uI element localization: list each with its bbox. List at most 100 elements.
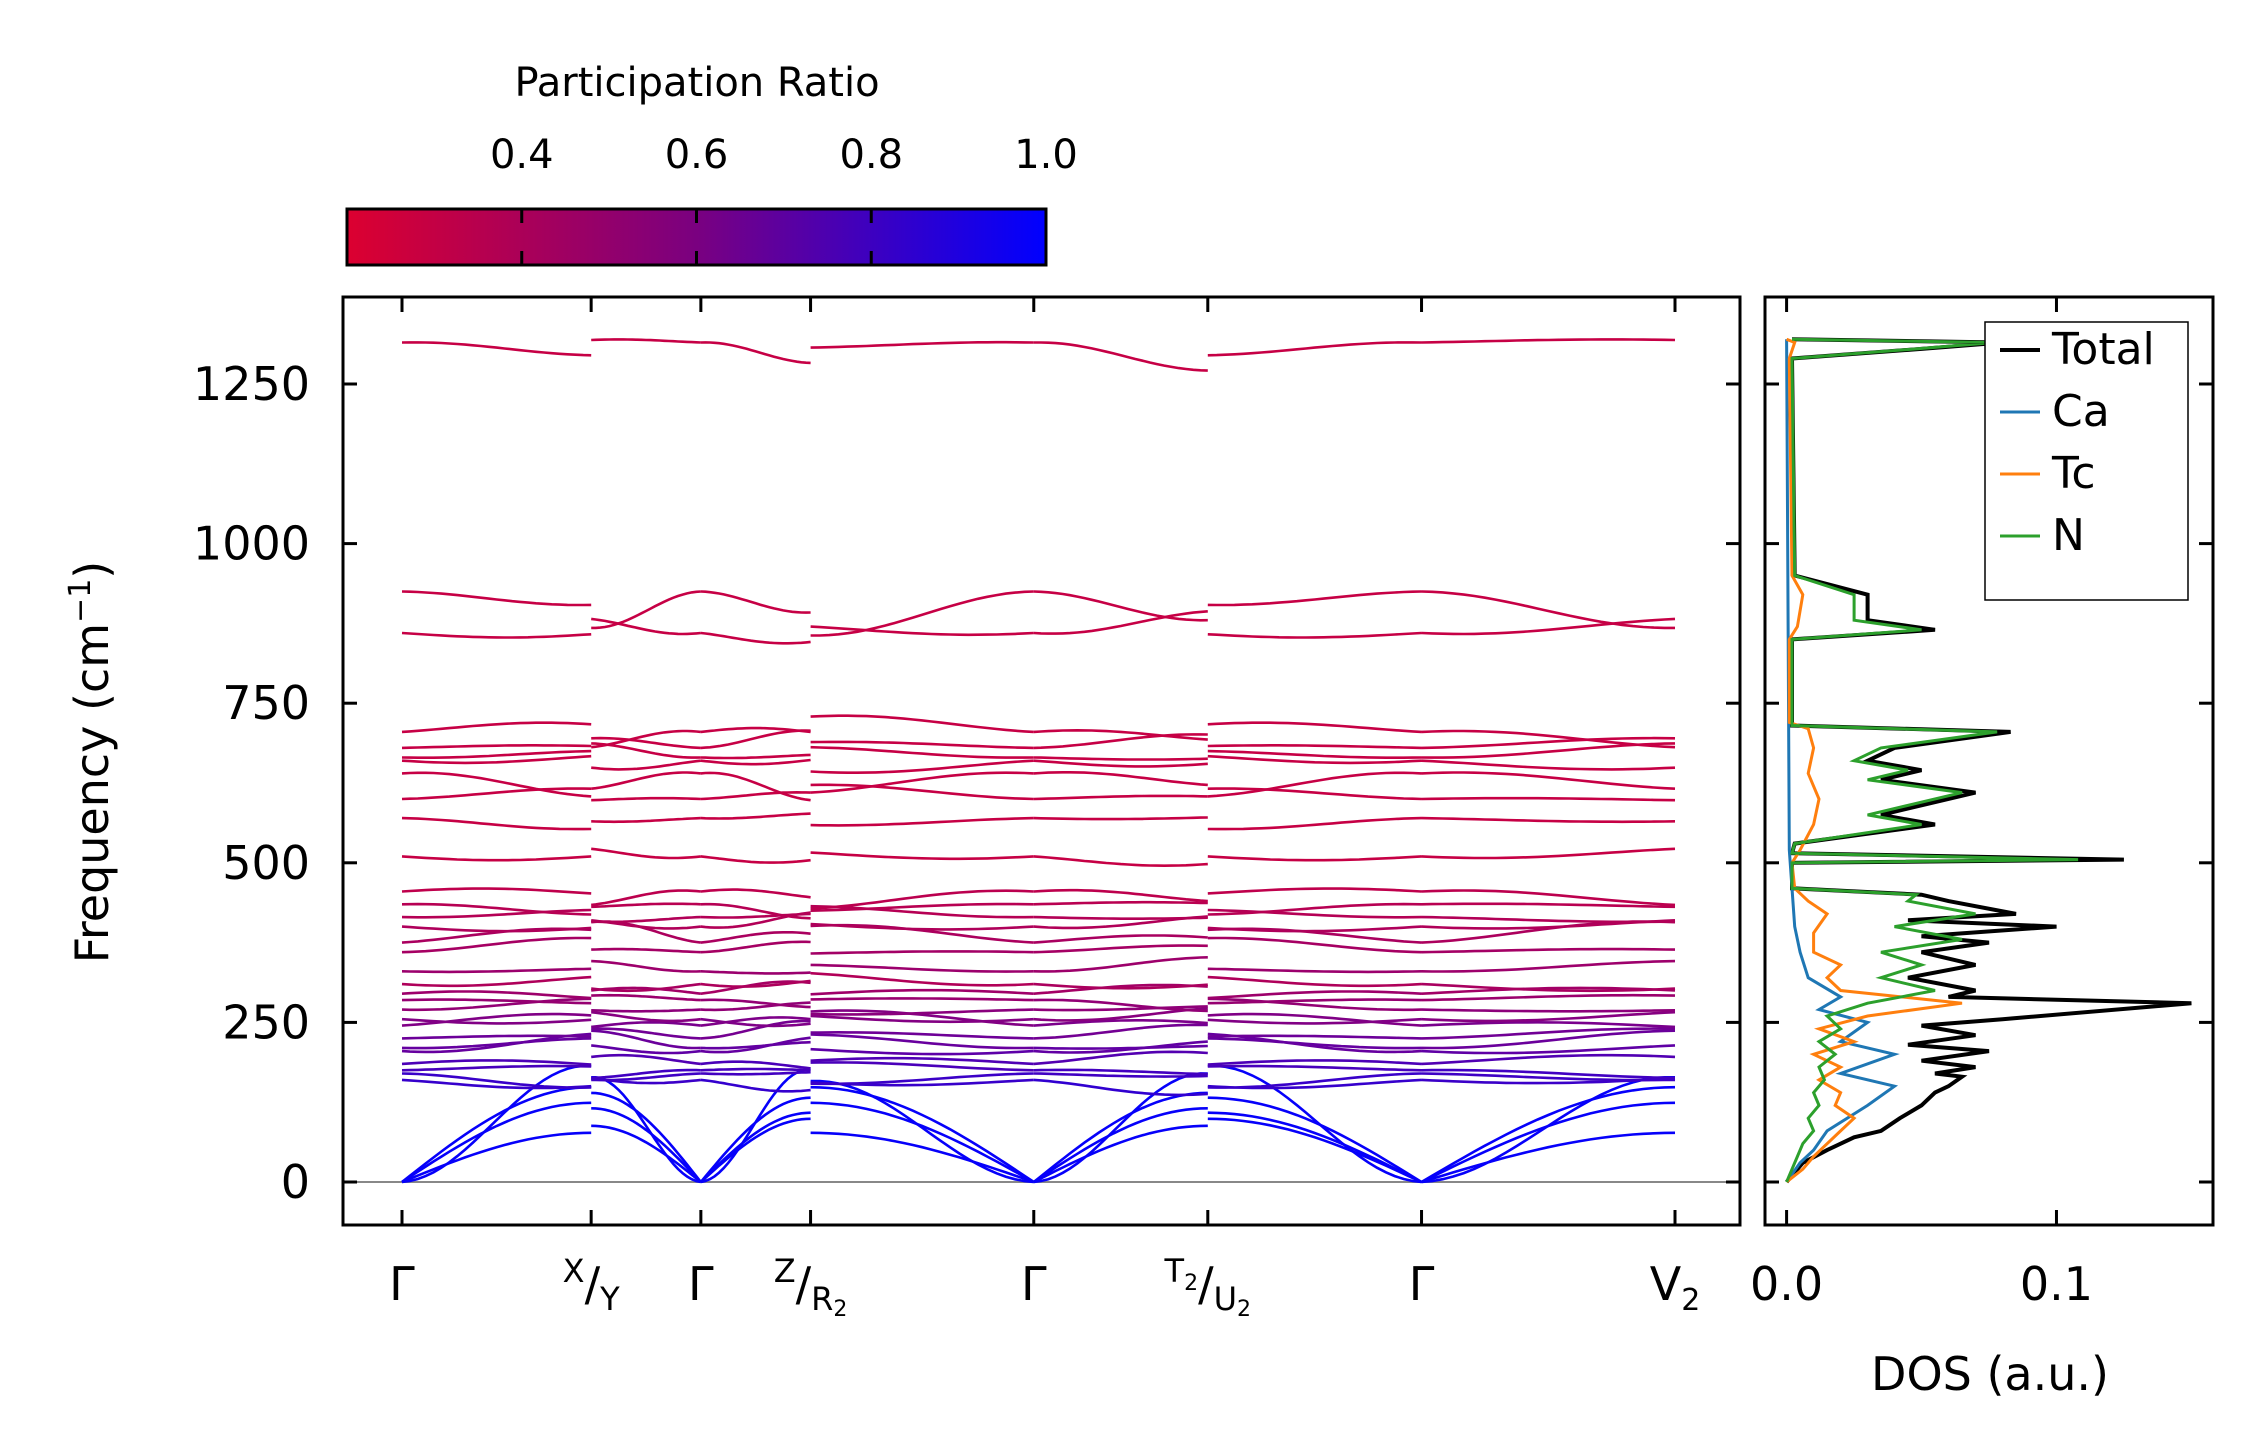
phonon-band <box>1421 1027 1676 1040</box>
phonon-band <box>401 1034 592 1040</box>
phonon-band <box>1421 986 1676 995</box>
phonon-band <box>1207 902 1422 916</box>
legend-label-ca: Ca <box>2052 386 2110 437</box>
phonon-band <box>810 745 1034 759</box>
dos-panel: 0.0 0.1 DOS (a.u.) Total Ca Tc N <box>1750 295 2215 1401</box>
phonon-band <box>1033 888 1208 903</box>
phonon-band <box>810 1079 1034 1184</box>
phonon-band <box>700 1078 811 1093</box>
phonon-band <box>1207 1064 1422 1184</box>
colorbar-tick-label: 0.6 <box>665 132 729 178</box>
phonon-band <box>810 590 1034 637</box>
phonon-band <box>1033 759 1208 768</box>
phonon-band <box>810 922 1034 931</box>
phonon-band <box>700 998 811 1009</box>
phonon-band <box>591 1072 701 1082</box>
phonon-band <box>700 771 811 802</box>
phonon-band <box>1421 816 1676 824</box>
phonon-band <box>1207 908 1422 919</box>
phonon-band <box>810 1085 1035 1184</box>
phonon-band <box>700 1060 811 1070</box>
kpoint-label: Γ <box>688 1257 714 1311</box>
phonon-band <box>810 340 1034 349</box>
phonon-band <box>1207 855 1422 862</box>
phonon-band <box>1421 920 1676 944</box>
phonon-band <box>1207 771 1422 798</box>
phonon-band <box>1421 902 1676 909</box>
phonon-band <box>591 796 701 802</box>
phonon-band <box>401 1012 592 1027</box>
phonon-band <box>810 902 1034 912</box>
phonon-band <box>591 729 702 749</box>
phonon-band <box>810 759 1034 774</box>
phonon-band <box>591 959 701 973</box>
phonon-band <box>401 341 592 357</box>
phonon-band <box>591 920 702 944</box>
phonon-band <box>1421 847 1676 860</box>
phonon-band <box>700 902 811 920</box>
phonon-band <box>591 1068 701 1080</box>
phonon-band <box>1207 787 1422 801</box>
phonon-band <box>810 1009 1034 1027</box>
phonon-band <box>700 855 811 864</box>
phonon-band <box>401 744 592 750</box>
phonon-band <box>1421 1076 1675 1184</box>
phonon-band <box>1421 1010 1676 1023</box>
phonon-band <box>1207 590 1422 607</box>
phonon-band <box>1421 993 1676 1002</box>
phonon-band <box>700 1070 811 1076</box>
dos-xtick-label: 0.1 <box>2020 1257 2093 1311</box>
phonon-band <box>700 1016 811 1027</box>
phonon-band <box>401 997 592 1012</box>
phonon-band <box>591 1091 702 1183</box>
band-structure-panel: 0 250 500 750 1000 1250 Γ X/Y Γ Z/R2 Γ T2/U2 Γ V2 Fr… <box>63 295 1742 1322</box>
phonon-band <box>1033 610 1208 635</box>
phonon-band <box>1421 1053 1676 1066</box>
phonon-band <box>1421 729 1676 749</box>
phonon-band <box>401 1037 592 1050</box>
colorbar-title: Participation Ratio <box>514 60 879 106</box>
phonon-band <box>401 749 592 759</box>
phonon-band <box>810 904 1034 919</box>
phonon-band <box>1033 756 1208 761</box>
phonon-band <box>1033 1050 1208 1066</box>
phonon-band <box>700 980 811 995</box>
phonon-band <box>1207 816 1422 831</box>
phonon-band <box>1421 771 1676 790</box>
phonon-band <box>1033 983 1208 995</box>
phonon-band <box>1207 631 1422 639</box>
phonon-band <box>810 816 1034 827</box>
phonon-band <box>1207 1064 1422 1072</box>
phonon-band <box>810 971 1034 987</box>
phonon-band <box>591 986 702 995</box>
phonon-band <box>591 1107 702 1183</box>
phonon-band <box>1207 1072 1422 1089</box>
phonon-band <box>401 1017 592 1025</box>
phonon-band <box>1033 1023 1208 1040</box>
phonon-band <box>591 1053 702 1066</box>
phonon-band <box>591 889 702 907</box>
kpoint-label: Z/R2 <box>774 1252 848 1322</box>
phonon-band <box>1207 936 1422 954</box>
dos-line-ca <box>1785 339 1900 1183</box>
phonon-band <box>700 729 811 750</box>
phonon-band <box>810 988 1034 996</box>
phonon-band <box>1421 947 1676 954</box>
phonon-band <box>1033 771 1208 787</box>
phonon-band <box>401 1085 592 1184</box>
phonon-band <box>1033 1044 1208 1050</box>
band-ytick-label: 750 <box>222 676 310 730</box>
phonon-band <box>700 1068 811 1184</box>
phonon-band <box>401 787 592 801</box>
phonon-band <box>700 1001 811 1012</box>
phonon-band <box>591 816 701 824</box>
phonon-band <box>401 771 592 798</box>
phonon-band <box>401 590 592 607</box>
phonon-band <box>1421 1020 1676 1029</box>
phonon-band <box>1421 915 1676 924</box>
phonon-band <box>1207 967 1422 974</box>
phonon-band <box>700 590 811 614</box>
phonon-band <box>1207 975 1422 988</box>
phonon-band <box>1421 590 1675 630</box>
phonon-band <box>810 1008 1034 1016</box>
